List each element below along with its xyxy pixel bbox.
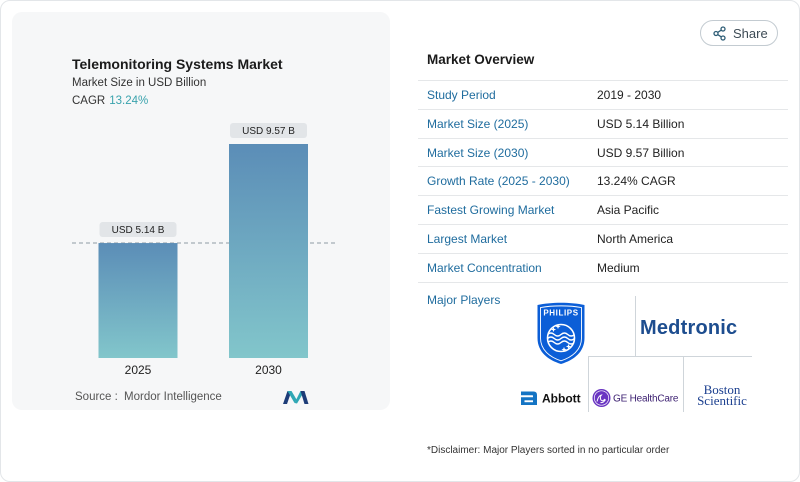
- ge-healthcare-wordmark: GE HealthCare: [613, 394, 679, 405]
- philips-wave: [547, 336, 575, 341]
- philips-stars: [550, 323, 572, 353]
- overview-row-label: Market Concentration: [427, 260, 542, 275]
- mordor-logo-left-leg: [283, 391, 292, 404]
- boston-scientific-wordmark-line2: Scientific: [697, 393, 747, 408]
- boston-scientific-wordmark-line1: Boston: [704, 382, 741, 397]
- philips-logo: PHILIPS: [537, 302, 585, 364]
- overview-row-value: USD 5.14 Billion: [597, 116, 685, 131]
- share-label: Share: [733, 26, 768, 41]
- cagr-line: CAGR 13.24%: [72, 95, 148, 107]
- overview-row-label: Fastest Growing Market: [427, 203, 555, 218]
- major-players-label: Major Players: [427, 293, 501, 307]
- overview-row-value: Medium: [597, 260, 640, 275]
- share-icon: [713, 26, 726, 41]
- overview-row-fastest-growing-market: Fastest Growing Market Asia Pacific: [418, 196, 788, 225]
- overview-row-label: Market Size (2025): [427, 116, 529, 131]
- market-overview-table: Study Period 2019 - 2030 Market Size (20…: [418, 80, 788, 283]
- overview-row-study-period: Study Period 2019 - 2030: [418, 81, 788, 110]
- philips-wave: [547, 340, 575, 345]
- overview-row-market-concentration: Market Concentration Medium: [418, 254, 788, 283]
- overview-row-largest-market: Largest Market North America: [418, 225, 788, 254]
- overview-row-value: Asia Pacific: [597, 203, 660, 218]
- mordor-logo-center-left: [287, 391, 297, 403]
- overview-row-label: Largest Market: [427, 231, 508, 246]
- mordor-logo-right-leg: [300, 391, 309, 404]
- philips-star: [565, 343, 572, 350]
- overview-row-label: Study Period: [427, 88, 496, 102]
- chart-title: Telemonitoring Systems Market: [72, 56, 283, 72]
- ge-monogram-icon: [592, 389, 611, 407]
- ge-monogram-script: [596, 394, 606, 404]
- overview-row-label: Market Size (2030): [427, 145, 529, 160]
- medtronic-logo: Medtronic: [640, 317, 737, 339]
- philips-star: [555, 323, 561, 330]
- disclaimer: *Disclaimer: Major Players sorted in no …: [427, 445, 670, 456]
- boston-scientific-logo: Boston Scientific: [697, 382, 747, 408]
- abbott-wordmark: Abbott: [542, 392, 581, 406]
- overview-row-label: Growth Rate (2025 - 2030): [427, 174, 570, 189]
- market-overview-heading: Market Overview: [427, 52, 535, 67]
- philips-waves: [547, 332, 575, 345]
- source-label: Source :: [75, 391, 118, 403]
- abbott-mark-icon: [521, 391, 537, 405]
- abbott-mark-counter: [524, 400, 533, 403]
- chart-panel: [12, 12, 390, 410]
- abbott-logo: Abbott: [521, 391, 581, 406]
- philips-star: [561, 346, 567, 353]
- overview-row-growth-rate: Growth Rate (2025 - 2030) 13.24% CAGR: [418, 167, 788, 197]
- overview-row-value: 2019 - 2030: [597, 88, 662, 102]
- overview-row-market-size-2025: Market Size (2025) USD 5.14 Billion: [418, 110, 788, 139]
- philips-shield-icon: [537, 302, 585, 364]
- ge-monogram-ring: [593, 390, 610, 406]
- overview-row-market-size-2030: Market Size (2030) USD 9.57 Billion: [418, 139, 788, 168]
- philips-wordmark: PHILIPS: [543, 309, 578, 318]
- philips-shield-inner-outline: [540, 305, 582, 362]
- mordor-intelligence-logo: [283, 391, 309, 404]
- philips-wave: [547, 332, 575, 337]
- overview-row-value: USD 9.57 Billion: [597, 145, 685, 160]
- overview-row-value: 13.24% CAGR: [597, 174, 676, 189]
- chart-subtitle: Market Size in USD Billion: [72, 77, 207, 89]
- ge-healthcare-logo: GE HealthCare: [592, 389, 679, 407]
- major-players-logos: PHILIPS Medtronic Abbott GE HealthCare B…: [521, 296, 752, 412]
- logo-grid-dividers: [588, 296, 752, 412]
- source-line: Source : Mordor Intelligence: [75, 391, 222, 403]
- share-button[interactable]: Share: [700, 20, 778, 46]
- cagr-label: CAGR: [72, 95, 106, 107]
- cagr-value: 13.24%: [109, 95, 149, 107]
- overview-row-value: North America: [597, 231, 674, 246]
- source-name: Mordor Intelligence: [124, 391, 222, 403]
- philips-star: [550, 326, 557, 333]
